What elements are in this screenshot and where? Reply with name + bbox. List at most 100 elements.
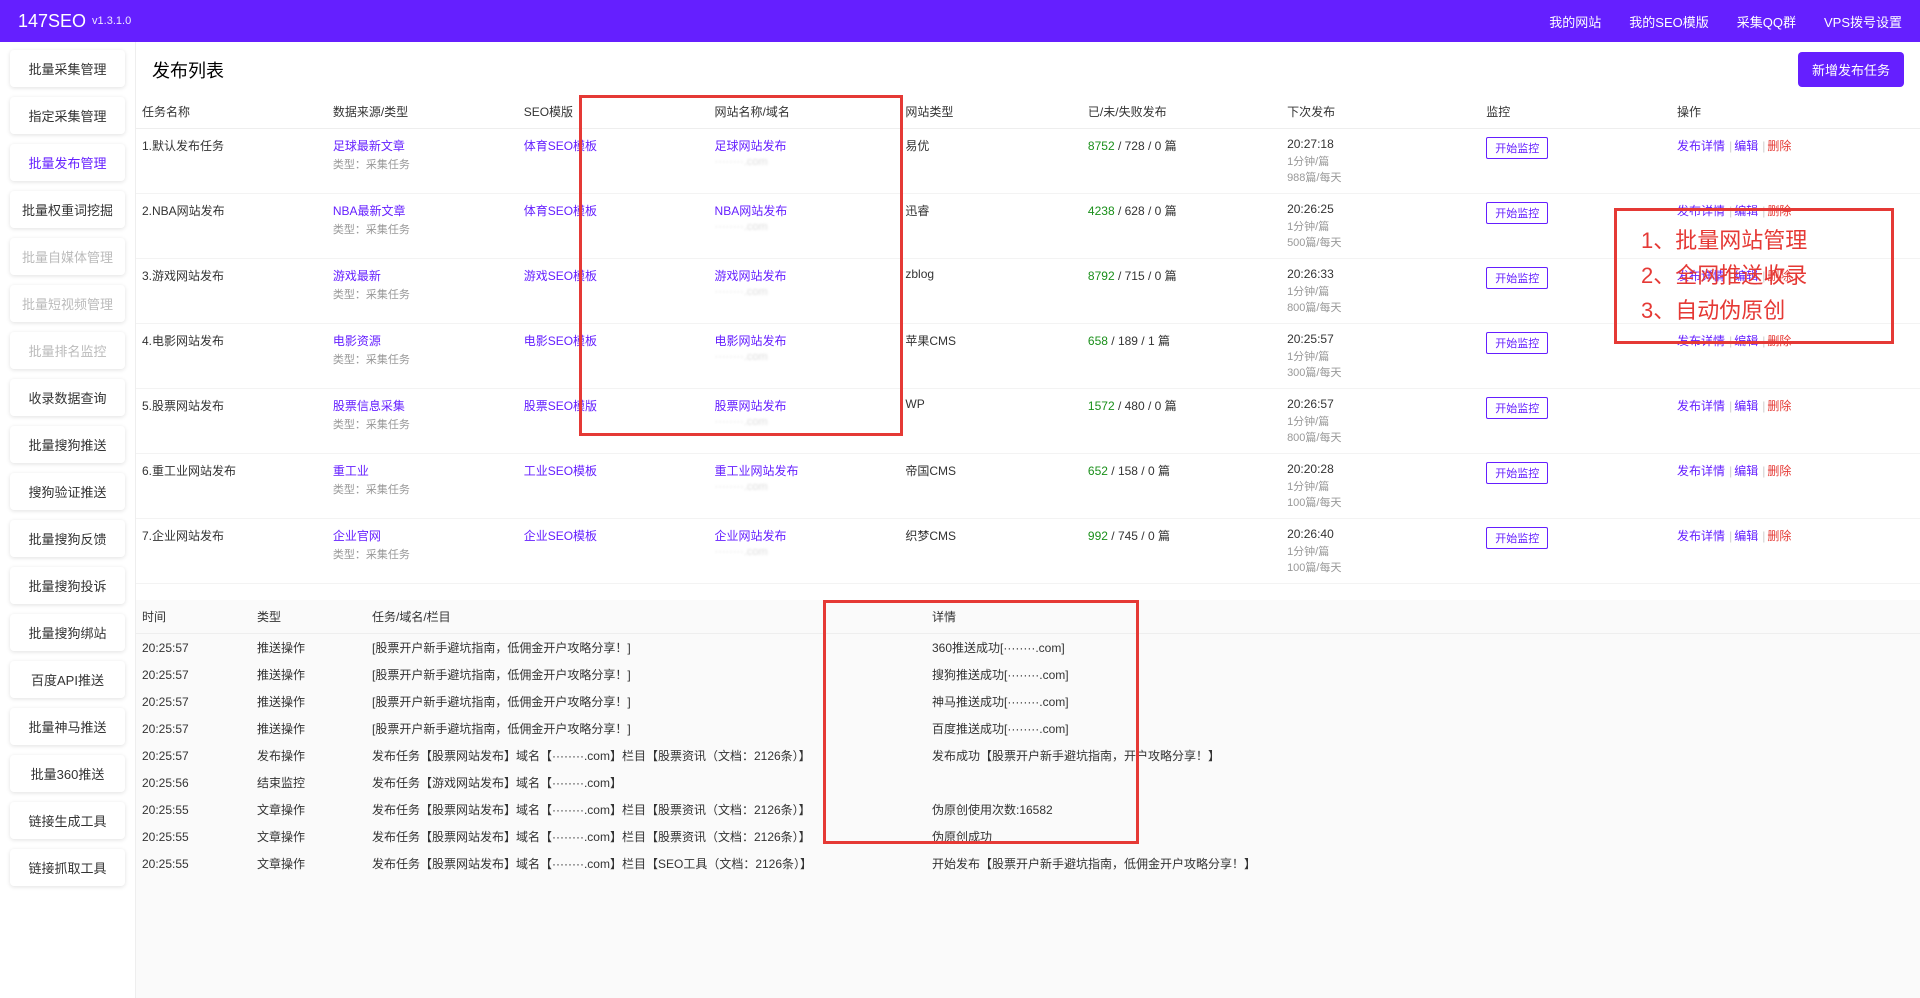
op-edit[interactable]: 编辑 [1734,399,1758,413]
log-task: [股票开户新手避坑指南，低佣金开户攻略分享！] [366,661,926,688]
monitor-button[interactable]: 开始监控 [1486,137,1548,159]
op-edit[interactable]: 编辑 [1734,529,1758,543]
op-detail[interactable]: 发布详情 [1677,399,1725,413]
sidebar-item-13[interactable]: 百度API推送 [10,661,125,698]
site-type: 易优 [899,129,1082,194]
op-delete[interactable]: 删除 [1767,139,1791,153]
nav-seo-template[interactable]: 我的SEO模版 [1629,12,1708,31]
monitor-button[interactable]: 开始监控 [1486,267,1548,289]
sidebar-item-8[interactable]: 批量搜狗推送 [10,426,125,463]
source-link[interactable]: NBA最新文章 [333,202,512,219]
template-link[interactable]: 游戏SEO模板 [524,269,597,283]
task-name: 6.重工业网站发布 [136,454,327,519]
sidebar-item-11[interactable]: 批量搜狗投诉 [10,567,125,604]
monitor-button[interactable]: 开始监控 [1486,527,1548,549]
site-link[interactable]: 游戏网站发布 [715,267,894,284]
next-time: 20:27:181分钟/篇 988篇/每天 [1281,129,1480,194]
log-detail: 360推送成功[········.com] [926,634,1920,662]
op-detail[interactable]: 发布详情 [1677,139,1725,153]
op-edit[interactable]: 编辑 [1734,464,1758,478]
site-link[interactable]: 股票网站发布 [715,397,894,414]
site-link[interactable]: 企业网站发布 [715,527,894,544]
template-link[interactable]: 电影SEO模板 [524,334,597,348]
next-time: 20:26:571分钟/篇 800篇/每天 [1281,389,1480,454]
op-delete[interactable]: 删除 [1767,399,1791,413]
monitor-button[interactable]: 开始监控 [1486,462,1548,484]
log-col-0: 时间 [136,600,251,634]
pub-col-8: 操作 [1671,95,1920,129]
log-task: 发布任务【股票网站发布】域名【········.com】栏目【股票资讯（文档：2… [366,823,926,850]
source-link[interactable]: 电影资源 [333,332,512,349]
sidebar-item-1[interactable]: 指定采集管理 [10,97,125,134]
task-name: 1.默认发布任务 [136,129,327,194]
monitor-button[interactable]: 开始监控 [1486,202,1548,224]
template-link[interactable]: 企业SEO模板 [524,529,597,543]
log-time: 20:25:55 [136,850,251,877]
sidebar-item-10[interactable]: 批量搜狗反馈 [10,520,125,557]
sidebar-item-7[interactable]: 收录数据查询 [10,379,125,416]
add-publish-task-button[interactable]: 新增发布任务 [1798,52,1904,87]
template-link[interactable]: 工业SEO模板 [524,464,597,478]
sidebar-item-6: 批量排名监控 [10,332,125,369]
task-name: 2.NBA网站发布 [136,194,327,259]
source-link[interactable]: 股票信息采集 [333,397,512,414]
sidebar-item-0[interactable]: 批量采集管理 [10,50,125,87]
log-time: 20:25:57 [136,715,251,742]
op-delete[interactable]: 删除 [1767,529,1791,543]
log-time: 20:25:57 [136,661,251,688]
log-task: 发布任务【股票网站发布】域名【········.com】栏目【股票资讯（文档：2… [366,796,926,823]
template-link[interactable]: 体育SEO模板 [524,139,597,153]
op-detail[interactable]: 发布详情 [1677,464,1725,478]
monitor-button[interactable]: 开始监控 [1486,332,1548,354]
template-link[interactable]: 股票SEO模版 [524,399,597,413]
log-time: 20:25:55 [136,823,251,850]
op-edit[interactable]: 编辑 [1734,139,1758,153]
site-link[interactable]: 电影网站发布 [715,332,894,349]
row-ops: 发布详情|编辑|删除 [1671,519,1920,584]
sidebar-item-16[interactable]: 链接生成工具 [10,802,125,839]
op-detail[interactable]: 发布详情 [1677,529,1725,543]
log-type: 推送操作 [251,715,366,742]
nav-qq-group[interactable]: 采集QQ群 [1737,12,1796,31]
site-type: 苹果CMS [899,324,1082,389]
op-delete[interactable]: 删除 [1767,464,1791,478]
sidebar-item-17[interactable]: 链接抓取工具 [10,849,125,886]
log-detail: 发布成功【股票开户新手避坑指南，开户攻略分享！】 [926,742,1920,769]
monitor-button[interactable]: 开始监控 [1486,397,1548,419]
app-header: 147SEO v1.3.1.0 我的网站 我的SEO模版 采集QQ群 VPS拨号… [0,0,1920,42]
log-col-2: 任务/域名/栏目 [366,600,926,634]
sidebar-item-14[interactable]: 批量神马推送 [10,708,125,745]
sidebar-item-3[interactable]: 批量权重词挖掘 [10,191,125,228]
sidebar-item-12[interactable]: 批量搜狗绑站 [10,614,125,651]
row-ops: 发布详情|编辑|删除 [1671,389,1920,454]
nav-mysite[interactable]: 我的网站 [1549,12,1601,31]
nav-vps-dial[interactable]: VPS拨号设置 [1824,12,1902,31]
next-time: 20:20:281分钟/篇 100篇/每天 [1281,454,1480,519]
site-link[interactable]: 重工业网站发布 [715,462,894,479]
template-link[interactable]: 体育SEO模板 [524,204,597,218]
log-time: 20:25:55 [136,796,251,823]
brand: 147SEO [18,11,86,32]
publish-count: 8752 / 728 / 0 篇 [1082,129,1281,194]
sidebar-item-9[interactable]: 搜狗验证推送 [10,473,125,510]
site-link[interactable]: 足球网站发布 [715,137,894,154]
publish-count: 652 / 158 / 0 篇 [1082,454,1281,519]
site-type: 帝国CMS [899,454,1082,519]
publish-count: 992 / 745 / 0 篇 [1082,519,1281,584]
sidebar-item-2[interactable]: 批量发布管理 [10,144,125,181]
log-row: 20:25:57发布操作发布任务【股票网站发布】域名【········.com】… [136,742,1920,769]
pub-row: 1.默认发布任务足球最新文章类型：采集任务体育SEO模板足球网站发布······… [136,129,1920,194]
source-link[interactable]: 重工业 [333,462,512,479]
log-detail [926,769,1920,796]
page-title: 发布列表 [152,57,1798,83]
sidebar-item-15[interactable]: 批量360推送 [10,755,125,792]
sidebar: 批量采集管理指定采集管理批量发布管理批量权重词挖掘批量自媒体管理批量短视频管理批… [0,42,135,998]
source-link[interactable]: 企业官网 [333,527,512,544]
source-link[interactable]: 游戏最新 [333,267,512,284]
row-ops: 发布详情|编辑|删除 [1671,454,1920,519]
pub-row: 5.股票网站发布股票信息采集类型：采集任务股票SEO模版股票网站发布······… [136,389,1920,454]
source-link[interactable]: 足球最新文章 [333,137,512,154]
log-col-3: 详情 [926,600,1920,634]
log-row: 20:25:57推送操作[股票开户新手避坑指南，低佣金开户攻略分享！]百度推送成… [136,715,1920,742]
site-link[interactable]: NBA网站发布 [715,202,894,219]
